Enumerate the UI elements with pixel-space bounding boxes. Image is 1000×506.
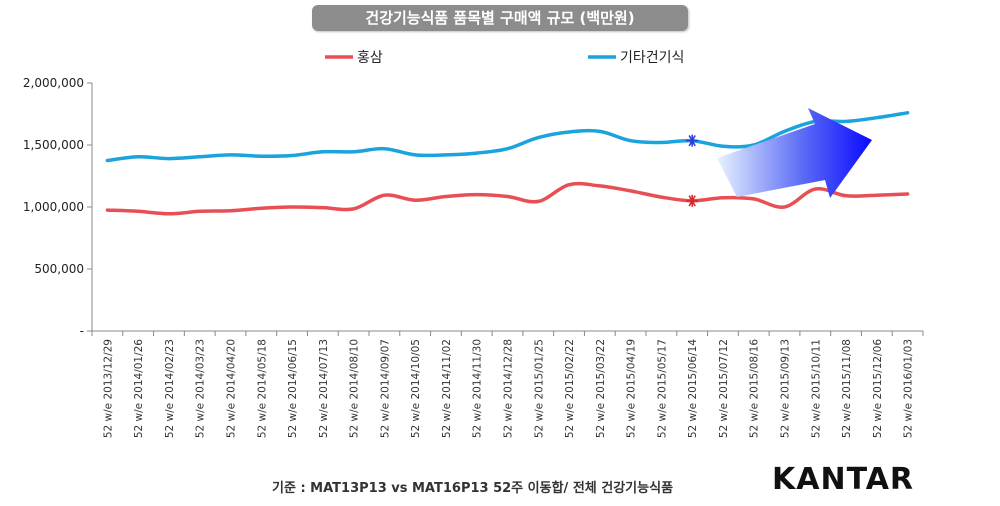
x-tick-label: 52 w/e 2015/03/22 (595, 339, 607, 438)
y-axis: - 500,000 1,000,000 1,500,000 2,000,000 (23, 76, 93, 338)
x-tick-label: 52 w/e 2015/01/25 (533, 339, 545, 438)
x-tick-label: 52 w/e 2014/09/07 (379, 339, 391, 438)
x-tick-label: 52 w/e 2015/07/12 (718, 339, 730, 438)
y-tick-label: - (80, 324, 84, 338)
series-line-1 (105, 111, 910, 163)
x-tick-label: 52 w/e 2014/03/23 (195, 339, 207, 438)
x-tick-label: 52 w/e 2015/11/08 (841, 339, 853, 438)
x-tick-label: 52 w/e 2015/06/14 (687, 339, 699, 438)
series-layer (105, 111, 910, 216)
x-tick-label: 52 w/e 2014/01/26 (133, 339, 145, 438)
x-tick-label: 52 w/e 2014/07/13 (318, 339, 330, 438)
x-tick-label: 52 w/e 2015/08/16 (749, 339, 761, 438)
x-tick-label: 52 w/e 2014/04/20 (226, 339, 238, 438)
asterisk-marker (686, 134, 699, 147)
x-tick-label: 52 w/e 2014/08/10 (349, 339, 361, 438)
y-tick-label: 2,000,000 (23, 76, 84, 90)
series-line-0 (105, 181, 910, 216)
x-tick-label: 52 w/e 2014/06/15 (287, 339, 299, 438)
marker-layer (686, 134, 699, 207)
footnote: 기준 : MAT13P13 vs MAT16P13 52주 이동합/ 전체 건강… (272, 481, 674, 496)
x-tick-label: 52 w/e 2015/04/19 (626, 339, 638, 438)
y-tick-label: 500,000 (34, 262, 84, 276)
x-tick-label: 52 w/e 2014/12/28 (503, 339, 515, 438)
x-axis: 52 w/e 2013/12/29 52 w/e 2014/01/26 52 w/e… (91, 330, 924, 438)
legend-label: 홍삼 (357, 50, 383, 66)
x-tick-label: 52 w/e 2015/09/13 (780, 339, 792, 438)
growth-arrow (717, 108, 872, 198)
x-tick-label: 52 w/e 2014/05/18 (256, 339, 268, 438)
line-chart: 홍삼 기타건기식 - 500,000 1,000,000 1,500,000 2,000,… (23, 50, 924, 438)
x-tick-label: 52 w/e 2014/02/23 (164, 339, 176, 438)
x-tick-label: 52 w/e 2016/01/03 (903, 339, 915, 438)
legend: 홍삼 기타건기식 (325, 50, 684, 66)
x-tick-label: 52 w/e 2014/11/02 (441, 339, 453, 438)
x-tick-label: 52 w/e 2015/02/22 (564, 339, 576, 438)
kantar-logo: KANTAR (772, 462, 915, 497)
y-tick-label: 1,500,000 (23, 138, 84, 152)
x-tick-label: 52 w/e 2015/12/06 (872, 339, 884, 438)
legend-label: 기타건기식 (620, 50, 684, 66)
x-tick-label: 52 w/e 2013/12/29 (102, 339, 114, 438)
x-tick-label: 52 w/e 2015/05/17 (656, 339, 668, 438)
asterisk-marker (686, 194, 699, 207)
y-tick-label: 1,000,000 (23, 200, 84, 214)
x-tick-label: 52 w/e 2014/10/05 (410, 339, 422, 438)
x-tick-label: 52 w/e 2014/11/30 (472, 339, 484, 438)
x-tick-label: 52 w/e 2015/10/11 (810, 339, 822, 438)
chart-title: 건강기능식품 품목별 구매액 규모 (백만원) (312, 5, 688, 31)
growth-arrow-shape (717, 108, 872, 198)
